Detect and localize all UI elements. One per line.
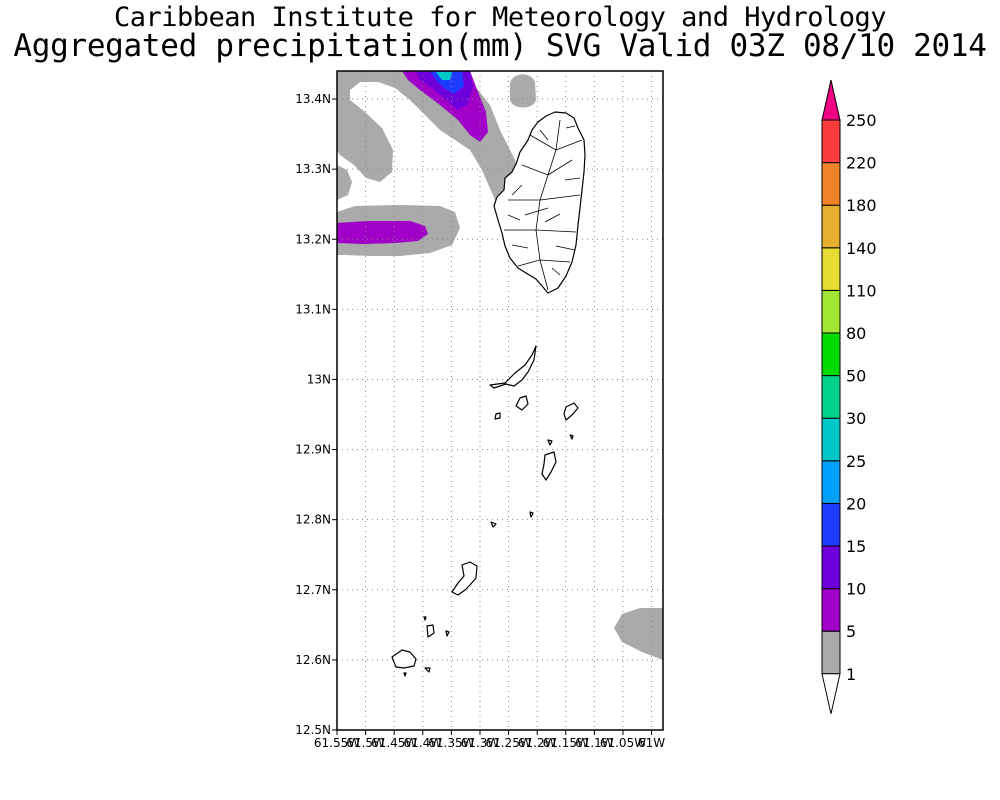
colorbar-cell xyxy=(821,588,841,632)
lat-tick-label: 13.2N xyxy=(295,232,331,246)
colorbar-cell xyxy=(821,247,841,291)
precip-area-5-10mm xyxy=(337,221,428,244)
colorbar-level-label: 10 xyxy=(846,580,866,599)
colorbar-cell xyxy=(821,502,841,547)
lon-tick-label: 61.45W xyxy=(371,736,417,750)
lat-tick-label: 13.3N xyxy=(295,162,331,176)
lon-tick-label: 61.3W xyxy=(461,736,500,750)
island-small xyxy=(403,672,407,677)
colorbar-level-label: 180 xyxy=(846,196,877,215)
precip-area-15-20mm xyxy=(430,71,464,94)
title-product: Aggregated precipitation(mm) SVG Valid 0… xyxy=(13,28,987,64)
colorbar-cell xyxy=(821,289,841,334)
island-small xyxy=(494,412,501,420)
colorbar-cell xyxy=(821,417,841,462)
island-small xyxy=(445,630,450,637)
colorbar-level-label: 250 xyxy=(846,111,877,130)
longitude-axis: 61.55W61.5W61.45W61.4W61.35W61.3W61.25W6… xyxy=(314,730,665,750)
island-bequia xyxy=(489,345,537,389)
lon-tick-label: 61.15W xyxy=(543,736,589,750)
precip-area-1-5mm xyxy=(510,74,536,108)
precip-shading xyxy=(337,71,663,660)
lon-tick-label: 61.05W xyxy=(600,736,646,750)
colorbar-level-label: 50 xyxy=(846,367,866,386)
island-small xyxy=(547,439,553,446)
colorbar-level-label: 220 xyxy=(846,154,877,173)
colorbar-level-label: 80 xyxy=(846,324,866,343)
lon-tick-label: 61.55W xyxy=(314,736,360,750)
lat-tick-label: 12.5N xyxy=(295,723,331,737)
lat-tick-label: 13N xyxy=(307,372,331,386)
island-small xyxy=(569,434,574,440)
title-institute: Caribbean Institute for Meteorology and … xyxy=(113,2,887,33)
island-ronde xyxy=(391,649,417,669)
colorbar-level-label: 140 xyxy=(846,239,877,258)
precip-area-1-5mm xyxy=(337,165,352,200)
colorbar-cell xyxy=(821,375,841,419)
lon-tick-label: 61W xyxy=(638,736,665,750)
island-small xyxy=(490,521,497,528)
colorbar-cell xyxy=(821,162,841,206)
lat-tick-label: 12.8N xyxy=(295,513,331,527)
island-small xyxy=(423,616,427,621)
precip-area-30-50mm xyxy=(436,72,452,80)
colorbar-level-label: 20 xyxy=(846,494,866,513)
colorbar-level-label: 30 xyxy=(846,409,866,428)
colorbar-level-label: 110 xyxy=(846,281,877,300)
colorbar-cell xyxy=(821,119,841,164)
colorbar-cell xyxy=(821,630,841,675)
island-mustique xyxy=(515,395,529,411)
island-canouan xyxy=(563,402,579,421)
island-petite-martinique xyxy=(426,624,435,638)
precip-area-1-5mm xyxy=(614,608,663,660)
colorbar-level-label: 25 xyxy=(846,452,866,471)
colorbar-cell xyxy=(821,204,841,249)
island-st-vincent xyxy=(493,111,586,294)
lat-tick-label: 12.9N xyxy=(295,443,331,457)
island-mayreau xyxy=(541,451,557,481)
island-small xyxy=(424,667,431,673)
colorbar-cell xyxy=(821,332,841,377)
island-small xyxy=(529,511,534,518)
islands xyxy=(391,111,586,677)
lon-tick-label: 61.25W xyxy=(485,736,531,750)
island-carriacou xyxy=(451,561,478,596)
lon-tick-label: 61.2W xyxy=(518,736,557,750)
lon-tick-label: 61.1W xyxy=(575,736,614,750)
lat-tick-label: 13.1N xyxy=(295,302,331,316)
lat-tick-label: 12.6N xyxy=(295,653,331,667)
map-frame xyxy=(336,70,664,731)
lon-tick-label: 61.5W xyxy=(346,736,385,750)
colorbar-arrow-max xyxy=(821,79,841,121)
colorbar-level-label: 1 xyxy=(846,665,856,684)
lon-tick-label: 61.4W xyxy=(403,736,442,750)
latitude-axis: 12.5N 12.6N 12.7N 12.8N 12.9N 13N 13.1N 13.2N 13… xyxy=(295,92,337,737)
colorbar-arrow-min xyxy=(821,673,841,714)
lon-tick-label: 61.35W xyxy=(428,736,474,750)
colorbar-cell xyxy=(821,460,841,504)
colorbar-cell xyxy=(821,545,841,590)
colorbar-level-label: 5 xyxy=(846,622,856,641)
lat-tick-label: 12.7N xyxy=(295,583,331,597)
colorbar-level-label: 15 xyxy=(846,537,866,556)
lat-tick-label: 13.4N xyxy=(295,92,331,106)
